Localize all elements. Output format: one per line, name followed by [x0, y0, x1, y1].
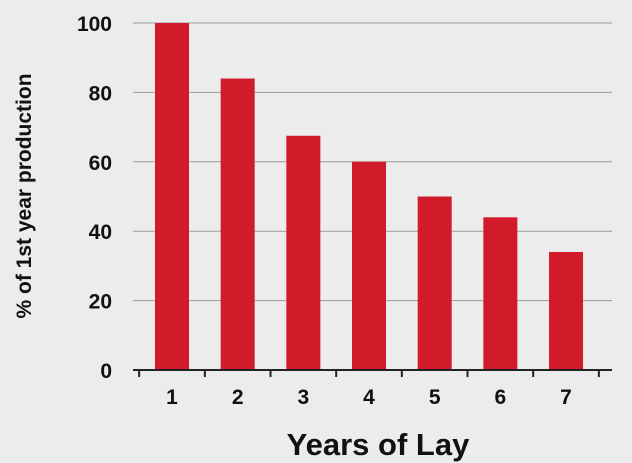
bar-year-6	[483, 217, 518, 370]
bars	[155, 23, 584, 371]
bar-year-1	[155, 23, 189, 370]
bar-year-4	[352, 161, 387, 370]
x-tick-label: 6	[495, 386, 507, 409]
x-tick-label: 5	[429, 386, 441, 409]
x-tick-label: 2	[232, 386, 244, 409]
axes	[133, 369, 612, 377]
y-tick-label: 80	[89, 82, 112, 105]
x-tick-label: 7	[560, 386, 572, 409]
bar-year-2	[220, 78, 255, 371]
x-tick-label: 1	[166, 386, 178, 409]
y-tick-label: 60	[89, 152, 112, 175]
x-tick-label: 3	[297, 386, 309, 409]
bar-year-7	[549, 252, 584, 370]
y-tick-label: 0	[100, 360, 112, 383]
bar-year-5	[417, 196, 452, 370]
y-axis-title: % of 1st year production	[13, 73, 36, 318]
y-tick-label: 100	[77, 13, 112, 36]
y-tick-label: 40	[89, 221, 112, 244]
y-tick-labels: 0 20 40 60 80 100	[77, 13, 112, 383]
y-tick-label: 20	[89, 291, 112, 314]
x-axis-title: Years of Lay	[287, 427, 470, 462]
bar-year-3	[286, 135, 321, 370]
x-tick-labels: 1 2 3 4 5 6 7	[166, 386, 572, 409]
x-tick-label: 4	[363, 386, 375, 409]
